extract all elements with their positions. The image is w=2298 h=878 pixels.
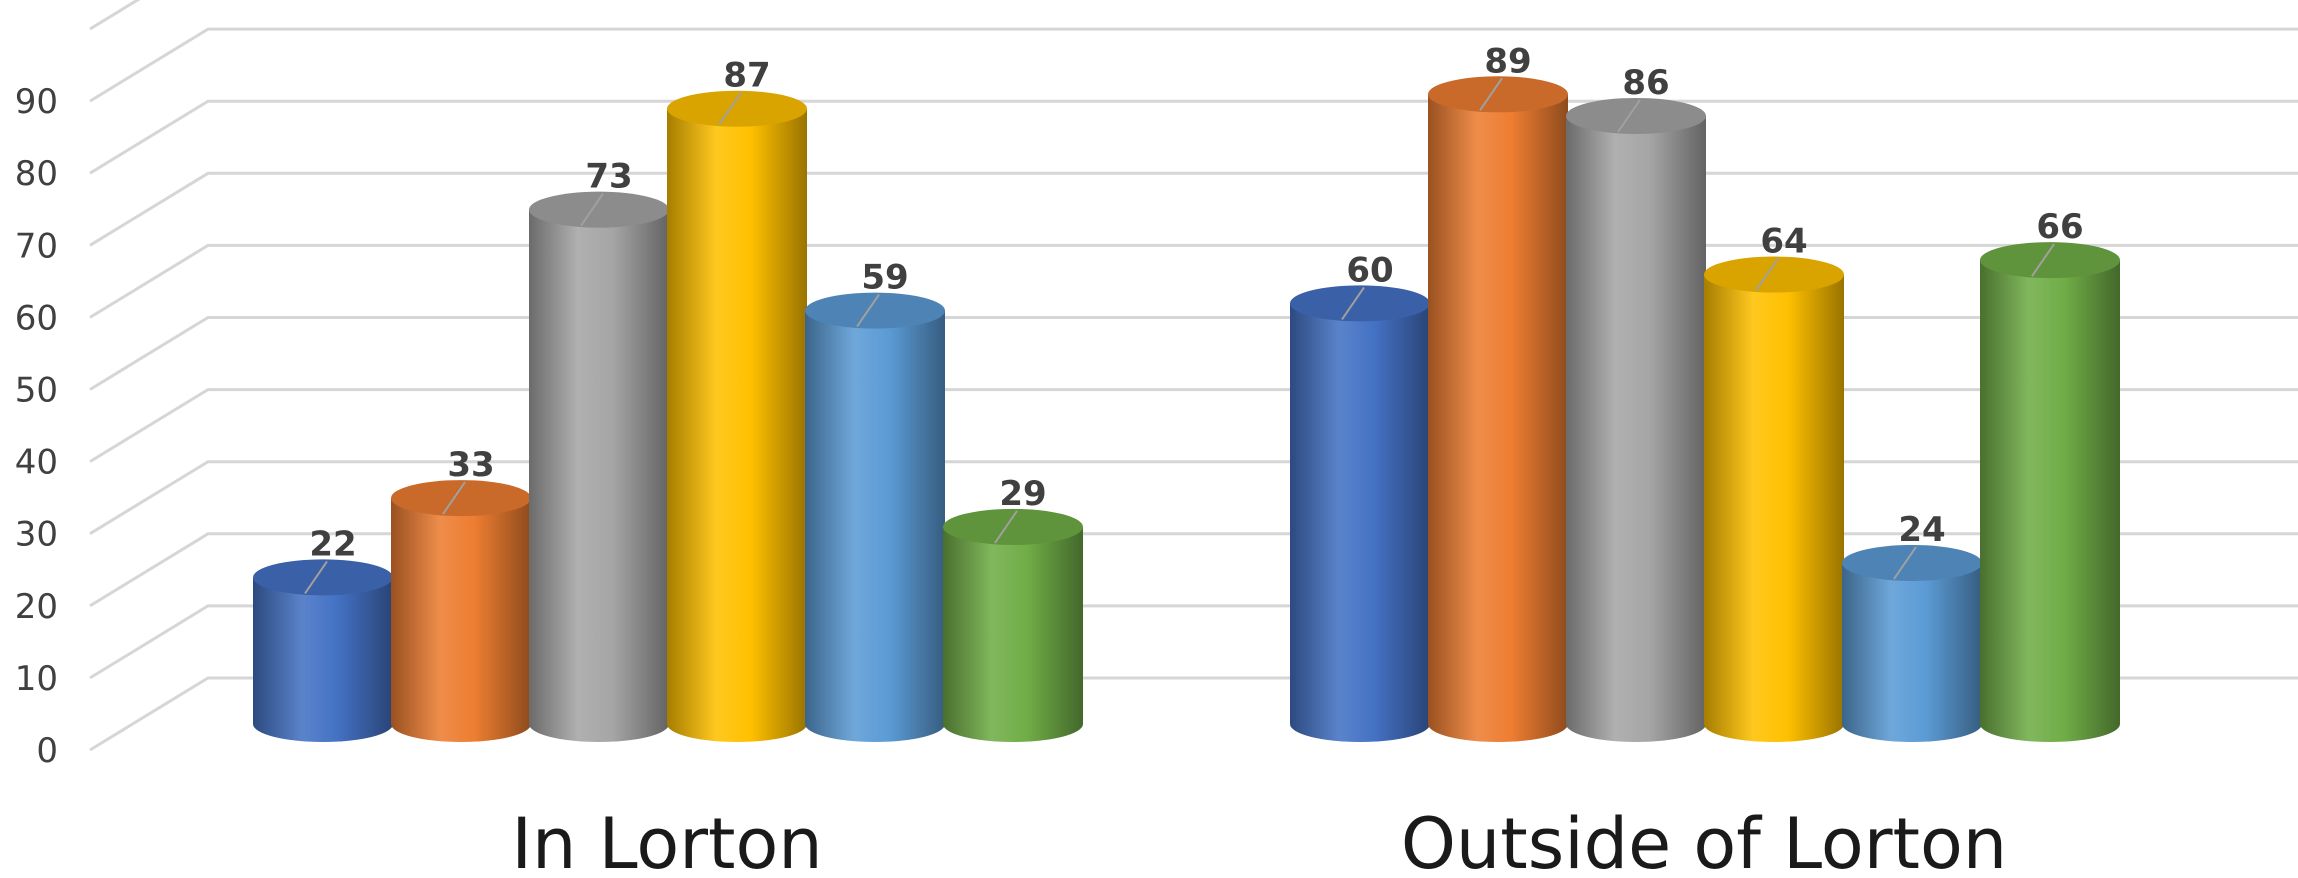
- data-label-leader: [2031, 243, 2055, 277]
- data-label-leader: [718, 92, 742, 126]
- data-label-leader: [1341, 286, 1365, 320]
- y-tick-label: 50: [15, 371, 58, 411]
- y-tick-label: 20: [15, 587, 58, 627]
- category-label: In Lorton: [511, 803, 822, 878]
- bar: [1704, 256, 1844, 742]
- gridline: [89, 27, 2298, 103]
- y-tick-label: 0: [36, 731, 58, 771]
- bar: [529, 191, 669, 743]
- y-tick-label: 10: [15, 659, 58, 699]
- data-label: 24: [1898, 510, 1945, 550]
- data-label: 73: [585, 157, 632, 197]
- bar: [1428, 76, 1568, 742]
- y-tick-label: 40: [15, 443, 58, 483]
- bar: [1290, 285, 1430, 742]
- y-tick-label: 90: [15, 82, 58, 122]
- data-label: 86: [1622, 63, 1669, 103]
- data-label: 89: [1484, 41, 1531, 81]
- gridlines: [89, 0, 2298, 752]
- bar: [943, 508, 1083, 742]
- data-label-leader: [994, 510, 1018, 544]
- data-label-leader: [1893, 546, 1917, 580]
- gridline: [89, 388, 2298, 463]
- data-label-leader: [1617, 99, 1641, 133]
- data-label: 22: [309, 524, 356, 564]
- data-label-leader: [442, 481, 466, 515]
- category-labels: In Lorton Outside of Lorton: [511, 803, 2007, 878]
- data-label-leader: [856, 294, 880, 328]
- y-tick-label: 80: [15, 154, 58, 194]
- gridline: [89, 316, 2298, 391]
- bar: [805, 292, 945, 742]
- gridline: [89, 171, 2298, 247]
- gridline: [89, 243, 2298, 319]
- bar: [667, 90, 807, 743]
- data-label-leader: [580, 193, 604, 227]
- data-label: 29: [999, 474, 1046, 514]
- category-label: Outside of Lorton: [1401, 803, 2007, 878]
- data-label-leader: [304, 560, 328, 594]
- y-axis-tick-labels: 0 10 20 30 40 50 60 70 80 90: [15, 82, 58, 771]
- y-tick-label: 30: [15, 515, 58, 555]
- gridline: [89, 0, 141, 31]
- y-tick-label: 70: [15, 226, 58, 266]
- bar: [1980, 242, 2120, 742]
- data-label: 59: [861, 258, 908, 298]
- data-labels: 22 33 73 87 59 29 60 89 86 64 24 66: [304, 41, 2084, 594]
- bar: [1842, 544, 1982, 742]
- data-label: 33: [447, 445, 494, 485]
- data-label: 66: [2036, 207, 2083, 247]
- bar: [253, 559, 393, 742]
- data-label: 60: [1346, 250, 1393, 290]
- y-tick-label: 60: [15, 298, 58, 338]
- data-label-leader: [1479, 77, 1503, 111]
- gridline: [89, 99, 2298, 175]
- data-label: 64: [1760, 222, 1807, 262]
- bars: [253, 76, 2120, 743]
- data-label: 87: [723, 56, 770, 96]
- bar: [391, 480, 531, 742]
- data-label-leader: [1755, 257, 1779, 292]
- bar: [1566, 97, 1706, 742]
